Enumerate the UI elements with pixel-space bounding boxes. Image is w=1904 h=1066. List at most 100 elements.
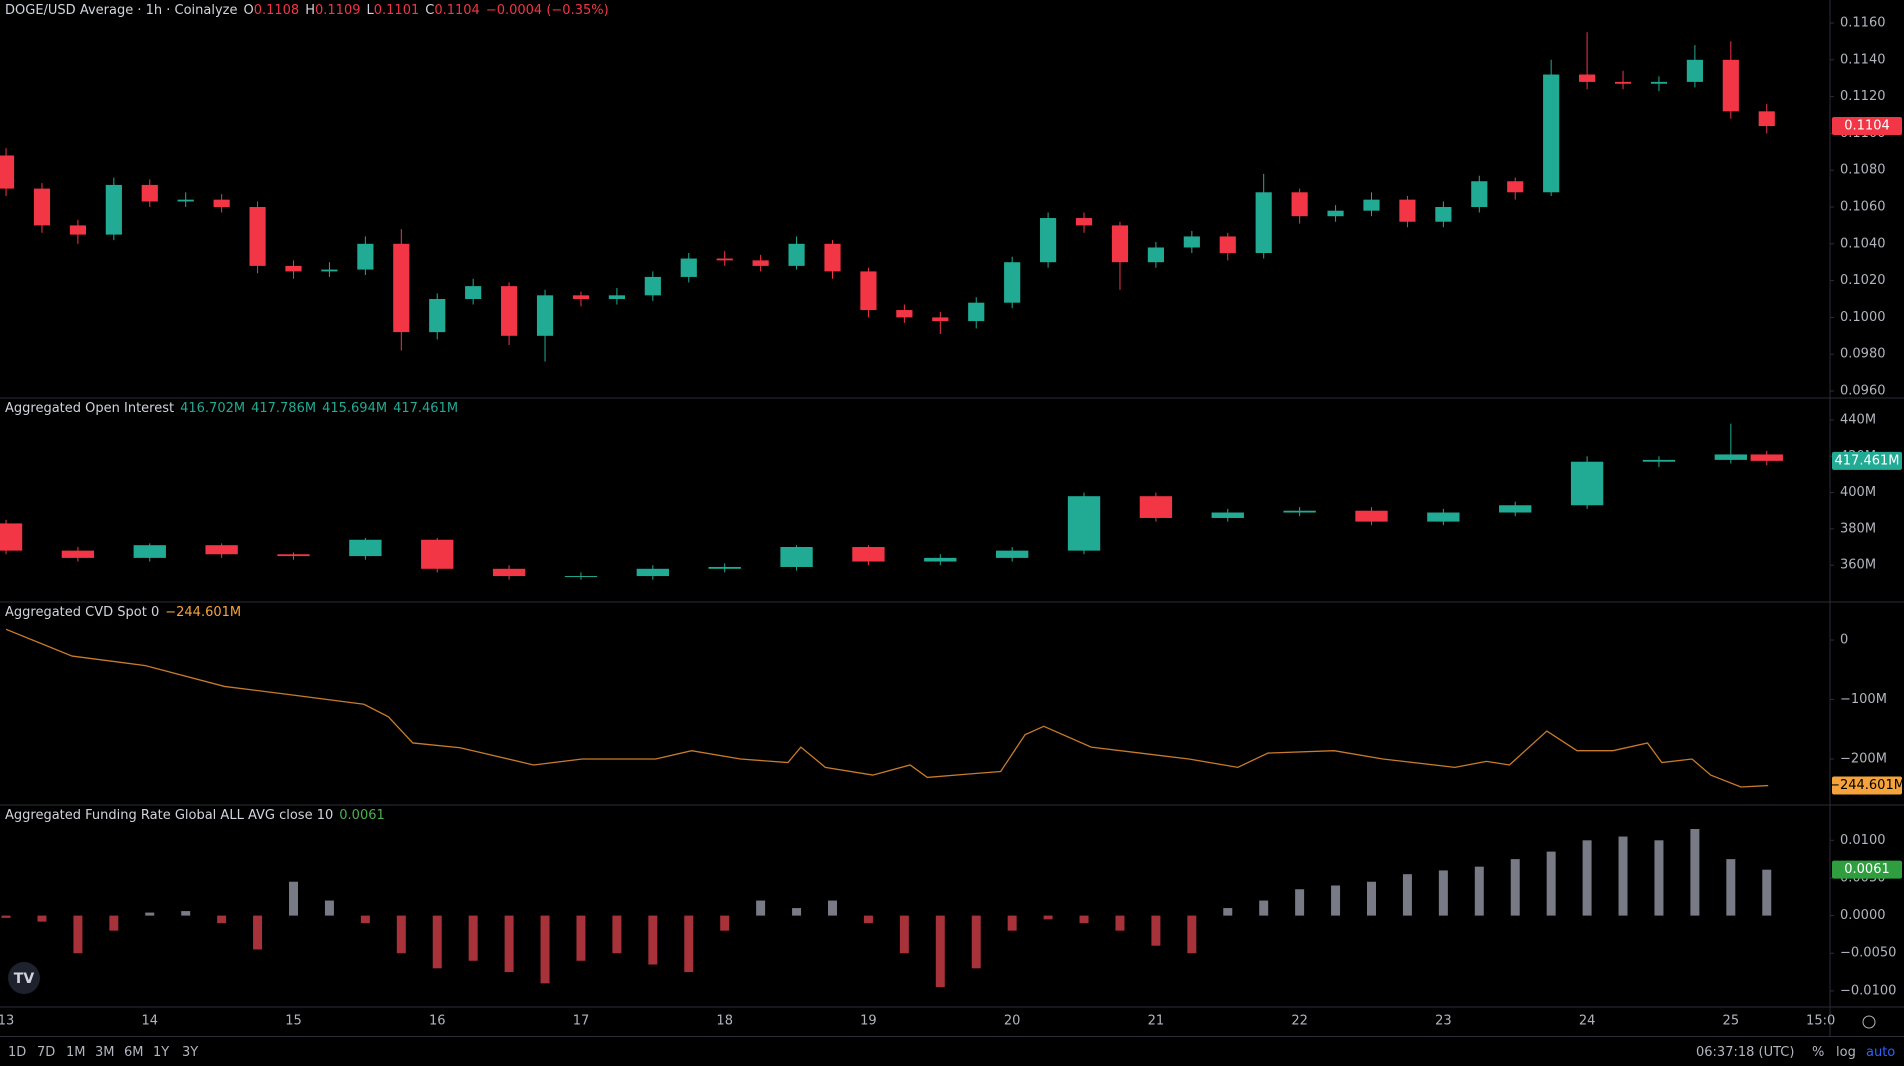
legend-value: 0.1108 [253, 3, 300, 18]
funding-bar [1223, 908, 1233, 916]
legend-key: O [243, 3, 254, 18]
candle-body [1650, 81, 1668, 84]
funding-bar [37, 915, 47, 922]
funding-bar [217, 915, 227, 924]
legend-key: C [425, 3, 435, 18]
candle-body [1075, 218, 1093, 226]
scale-button[interactable]: log [1836, 1045, 1856, 1060]
funding-bar [1187, 915, 1197, 954]
pane-legend: Aggregated Funding Rate Global ALL AVG c… [5, 808, 391, 823]
funding-bar [1546, 851, 1556, 916]
candle-body [564, 576, 598, 578]
candle-body [357, 243, 374, 270]
funding-bar [756, 900, 766, 916]
price-badge [1832, 117, 1902, 136]
candle-body [421, 539, 454, 569]
cvd-line [5, 628, 1769, 788]
y-tick-label: 440M [1840, 412, 1876, 427]
candle-body [536, 295, 554, 336]
candle-body [968, 302, 985, 322]
x-tick-label: 23 [1435, 1014, 1452, 1029]
legend-value: 0.1104 [434, 3, 480, 18]
tv-logo[interactable]: TV [8, 962, 40, 994]
candle-body [429, 299, 446, 333]
candle-body [1758, 111, 1775, 127]
candle-body [105, 184, 122, 235]
funding-bar [1474, 866, 1484, 916]
funding-bar [1259, 900, 1269, 916]
range-button[interactable]: 1D [8, 1045, 27, 1060]
candle-body [680, 258, 697, 277]
x-tick-label: 18 [716, 1014, 733, 1029]
funding-bar [1402, 874, 1412, 916]
y-tick-label: 400M [1840, 485, 1876, 500]
funding-bar [360, 915, 370, 924]
range-button[interactable]: 3Y [182, 1045, 199, 1060]
bottom-toolbar: 1D 7D 1M 3M 6M 1Y 3Y 06:37:18 (UTC)% log auto [0, 1036, 1904, 1066]
candle-body [1686, 59, 1703, 82]
candle-body [1435, 207, 1452, 222]
x-tick-label: 24 [1579, 1014, 1596, 1029]
funding-bar [1618, 836, 1628, 916]
y-tick-label: 0.1080 [1840, 163, 1886, 178]
candle-body [1471, 181, 1488, 208]
plot [0, 423, 1783, 580]
y-tick-label: 0.0100 [1840, 833, 1886, 848]
range-button[interactable]: 7D [37, 1045, 56, 1060]
legend-value: 0.0061 [339, 808, 385, 823]
candle-body [321, 269, 338, 272]
funding-bar [1726, 859, 1736, 916]
candle-body [896, 310, 913, 318]
x-tick-label: 20 [1004, 1014, 1021, 1029]
x-tick-label: 16 [429, 1014, 446, 1029]
candle-body [924, 557, 957, 562]
y-tick-label: 360M [1840, 558, 1876, 573]
x-tick-label: 25 [1723, 1014, 1740, 1029]
settings-icon[interactable] [1862, 1015, 1876, 1029]
candle-body [1111, 225, 1129, 263]
scale-button[interactable]: auto [1866, 1045, 1896, 1060]
funding-bar [540, 915, 550, 984]
candle-body [501, 286, 518, 336]
background [0, 0, 1904, 1036]
range-button[interactable]: 6M [124, 1045, 144, 1060]
funding-bar [684, 915, 694, 973]
y-tick-label: −0.0050 [1840, 946, 1896, 961]
candle-body [1327, 210, 1344, 217]
candle-body [1714, 454, 1747, 460]
y-tick-label: 0.1160 [1840, 16, 1886, 31]
candle-body [1507, 181, 1524, 193]
y-tick-label: 0.1140 [1840, 52, 1886, 67]
funding-bar [612, 915, 622, 954]
funding-bar [863, 915, 873, 924]
funding-bar [1007, 915, 1017, 931]
range-button[interactable]: 3M [95, 1045, 115, 1060]
range-button[interactable]: 1M [66, 1045, 86, 1060]
candle-body [860, 271, 877, 311]
candle-body [1147, 247, 1164, 263]
price-badge-label: 0.0061 [1844, 862, 1890, 877]
price-badge-label: −244.601M [1829, 778, 1904, 793]
funding-bar [576, 915, 586, 961]
funding-bar [1295, 889, 1305, 916]
funding-bar [1582, 840, 1592, 916]
legend-value: 417.461M [393, 401, 459, 416]
candle-body [1570, 461, 1604, 506]
plot [1, 829, 1772, 988]
scale-button[interactable]: % [1812, 1045, 1825, 1060]
price-badge-label: 417.461M [1835, 453, 1900, 468]
x-tick-label: 14 [141, 1014, 158, 1029]
funding-bar [935, 915, 945, 988]
chart-canvas: TV 13 14 15 16 17 18 19 20 21 22 23 24 25 15:0 0.0960 0… [0, 0, 1904, 1036]
range-button[interactable]: 1Y [153, 1045, 170, 1060]
pane-legend: Aggregated Open Interest 416.702M 417.786M… [5, 401, 464, 416]
candle-body [141, 184, 158, 202]
legend-key: H [305, 3, 315, 18]
funding-bar [1654, 840, 1664, 916]
legend-key: L [366, 3, 374, 18]
funding-bar [109, 915, 119, 931]
candle-body [1579, 74, 1596, 82]
price-badge [1832, 451, 1902, 470]
candle-body [1427, 512, 1460, 522]
